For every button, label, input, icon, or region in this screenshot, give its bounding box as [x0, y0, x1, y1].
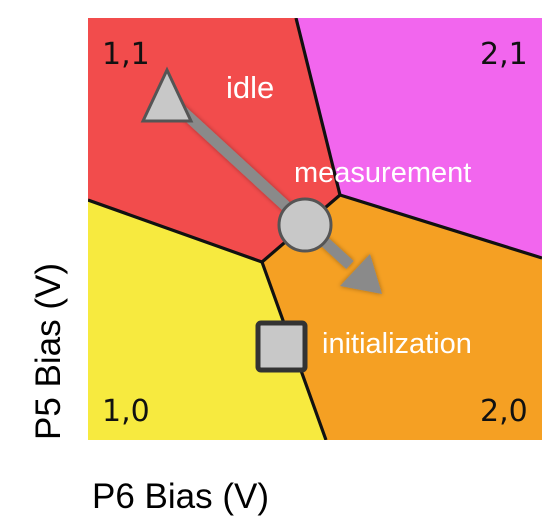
boundary-line-top: [294, 18, 342, 196]
measurement-marker: [277, 197, 333, 253]
region-label-2-1: 2,1: [480, 37, 528, 72]
triangle-icon: [140, 66, 194, 123]
measurement-label: measurement: [294, 157, 471, 189]
region-label-2-0: 2,0: [480, 394, 528, 429]
region-label-1-1: 1,1: [102, 37, 150, 72]
circle-icon: [277, 197, 333, 253]
y-axis-label: P5 Bias (V): [29, 263, 68, 440]
plot-area: [88, 18, 542, 440]
region-1-0: [88, 200, 326, 440]
x-axis-label: P6 Bias (V): [92, 477, 269, 516]
idle-marker: [140, 66, 194, 123]
boundary-line-left: [88, 198, 263, 264]
boundary-line-right: [339, 193, 542, 260]
square-icon: [255, 320, 308, 373]
region-2-1: [296, 18, 542, 258]
region-2-0: [262, 195, 542, 440]
region-label-1-0: 1,0: [102, 394, 150, 429]
arrow-head-icon: [340, 254, 382, 294]
idle-label: idle: [226, 70, 274, 105]
initialization-marker: [255, 320, 308, 373]
initialization-label: initialization: [322, 328, 472, 360]
